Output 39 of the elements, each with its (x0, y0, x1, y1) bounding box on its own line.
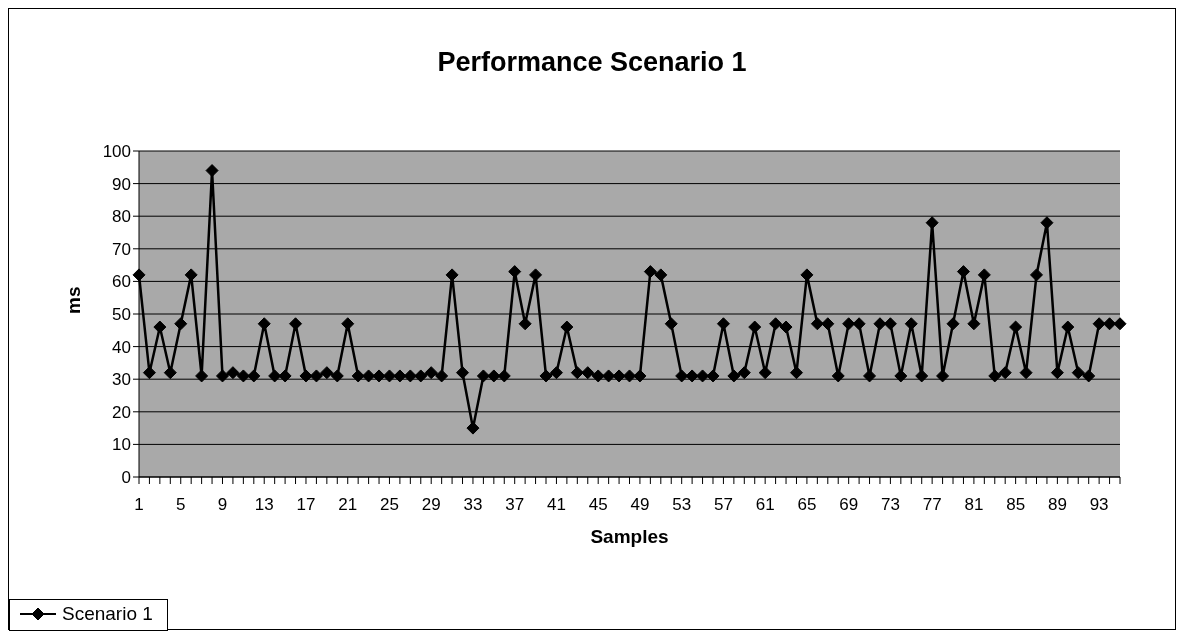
x-tick-label: 53 (672, 495, 692, 515)
y-tick-label: 10 (112, 435, 131, 455)
y-tick-label: 80 (112, 207, 131, 227)
x-tick-label: 89 (1047, 495, 1067, 515)
x-tick-label: 33 (463, 495, 483, 515)
x-tick-label: 85 (1006, 495, 1026, 515)
x-tick-label: 65 (797, 495, 817, 515)
y-tick-label: 60 (112, 272, 131, 292)
y-axis-title: ms (62, 286, 84, 314)
x-tick-label: 41 (546, 495, 566, 515)
y-tick-label: 50 (112, 305, 131, 325)
x-tick-label: 45 (588, 495, 608, 515)
x-tick-label: 61 (755, 495, 775, 515)
x-tick-label: 49 (630, 495, 650, 515)
x-tick-label: 5 (176, 495, 186, 515)
x-tick-label: 21 (338, 495, 358, 515)
x-tick-label: 57 (713, 495, 733, 515)
x-tick-label: 69 (839, 495, 859, 515)
legend-label: Scenario 1 (62, 603, 153, 625)
x-tick-label: 37 (505, 495, 525, 515)
x-tick-label: 17 (296, 495, 316, 515)
x-tick-label: 25 (380, 495, 399, 515)
y-tick-label: 100 (102, 142, 131, 162)
x-tick-label: 77 (922, 495, 942, 515)
chart-title: Performance Scenario 1 (436, 47, 748, 78)
y-tick-label: 40 (112, 337, 131, 357)
x-tick-label: 1 (134, 495, 144, 515)
x-tick-label: 29 (421, 495, 441, 515)
y-tick-label: 90 (112, 174, 131, 194)
y-tick-label: 20 (112, 402, 131, 422)
x-tick-label: 9 (217, 495, 228, 515)
x-tick-label: 93 (1089, 495, 1109, 515)
x-tick-label: 73 (880, 495, 900, 515)
x-tick-label: 81 (964, 495, 984, 515)
y-tick-label: 30 (112, 370, 131, 390)
y-tick-label: 0 (121, 468, 131, 488)
x-axis-title: Samples (590, 526, 669, 547)
x-tick-label: 13 (254, 495, 274, 515)
y-tick-label: 70 (112, 239, 131, 259)
